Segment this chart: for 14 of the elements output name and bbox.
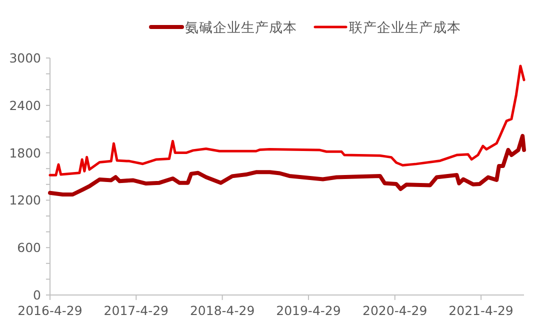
y-tick-label: 3000 <box>9 50 42 66</box>
x-tick-label: 2021-4-29 <box>448 303 514 318</box>
y-tick-label: 1800 <box>9 145 42 160</box>
y-tick-label: 0 <box>33 288 42 302</box>
legend-label: 联产企业生产成本 <box>349 20 461 36</box>
legend-label: 氨碱企业生产成本 <box>185 20 297 36</box>
y-tick-label: 1200 <box>9 192 42 208</box>
y-tick-label: 600 <box>17 240 42 256</box>
x-tick-label: 2018-4-29 <box>190 303 255 318</box>
x-tick-label: 2020-4-29 <box>362 303 428 318</box>
x-tick-label: 2017-4-29 <box>104 303 169 318</box>
y-tick-label: 2400 <box>9 98 42 113</box>
x-tick-label: 2019-4-29 <box>276 303 341 318</box>
x-tick-label: 2016-4-29 <box>18 303 82 318</box>
